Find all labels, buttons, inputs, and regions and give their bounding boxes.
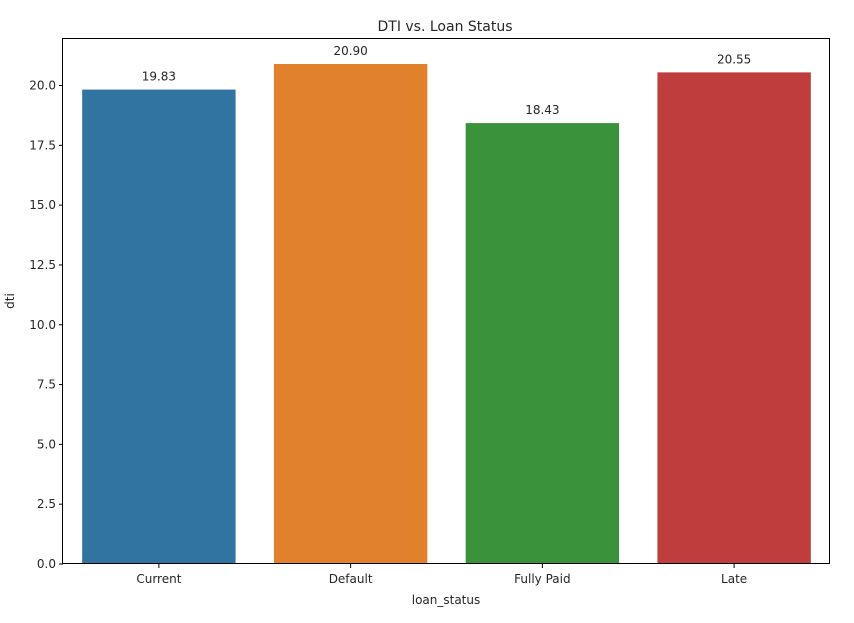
bar-value-label: 20.55	[717, 52, 751, 66]
bars-group	[82, 64, 811, 565]
y-axis-ticks: 0.0 2.5 5.0 7.5 10.0 12.5 15.0 17.5 20.0	[29, 79, 63, 571]
y-tick-label: 2.5	[37, 497, 56, 511]
x-axis-ticks: Current Default Fully Paid Late	[136, 564, 747, 586]
y-tick-label: 20.0	[29, 79, 56, 93]
x-axis-label: loan_status	[412, 593, 481, 607]
plot-frame	[62, 38, 830, 564]
y-tick-label: 7.5	[37, 378, 56, 392]
y-axis-label: dti	[3, 293, 17, 309]
y-tick-label: 10.0	[29, 318, 56, 332]
y-tick-label: 12.5	[29, 258, 56, 272]
x-tick-label: Current	[136, 572, 181, 586]
bar-current	[82, 89, 236, 564]
x-tick-label: Late	[721, 572, 747, 586]
y-tick-label: 0.0	[37, 557, 56, 571]
y-tick-label: 15.0	[29, 198, 56, 212]
chart-title: DTI vs. Loan Status	[377, 19, 512, 35]
bar-value-label: 19.83	[142, 70, 176, 84]
bar-value-labels: 19.83 20.90 18.43 20.55	[142, 44, 752, 117]
bar-default	[273, 64, 428, 564]
bar-value-label: 18.43	[525, 103, 559, 117]
bar-late	[657, 72, 811, 565]
y-tick-label: 5.0	[37, 437, 56, 451]
x-tick-label: Fully Paid	[514, 572, 570, 586]
x-tick-label: Default	[329, 572, 373, 586]
bar-fully-paid	[465, 123, 620, 564]
bar-value-label: 20.90	[333, 44, 367, 58]
y-tick-label: 17.5	[29, 138, 56, 152]
